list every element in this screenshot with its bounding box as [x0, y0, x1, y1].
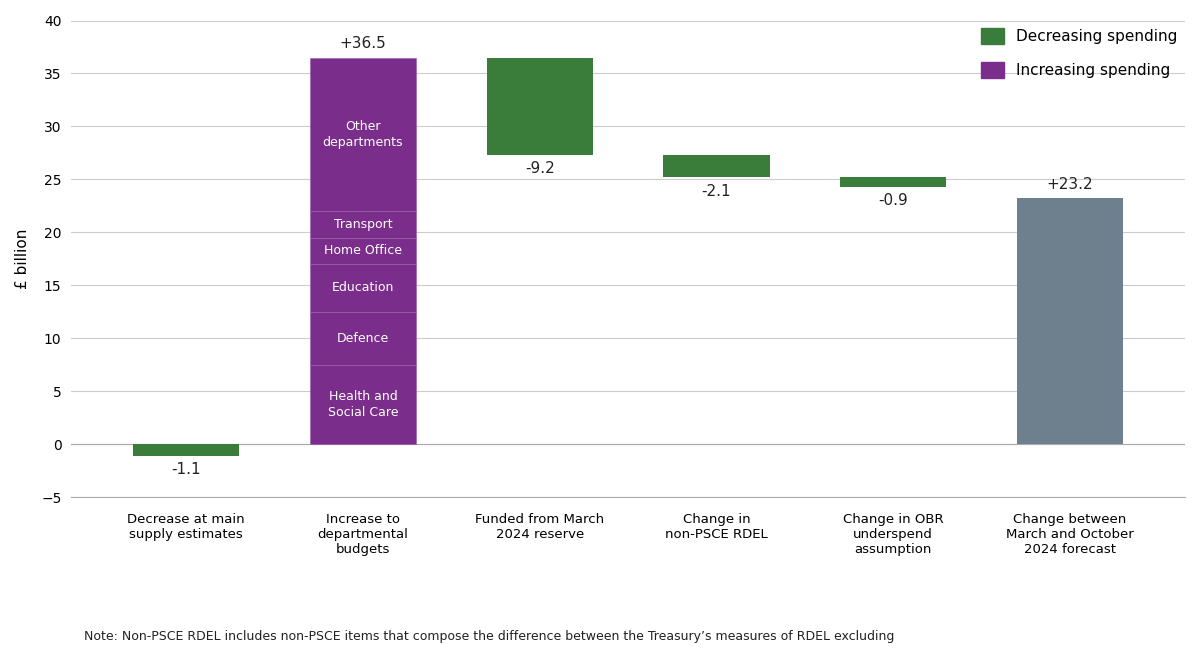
Bar — [1018, 199, 1123, 444]
Text: Other
departments: Other departments — [323, 120, 403, 149]
Text: Home Office: Home Office — [324, 245, 402, 258]
Bar — [487, 58, 593, 155]
Text: Transport: Transport — [334, 218, 392, 231]
Bar — [310, 211, 416, 238]
Bar — [840, 177, 947, 187]
Text: -0.9: -0.9 — [878, 193, 908, 208]
Bar — [664, 155, 769, 177]
Bar — [133, 444, 239, 456]
Text: +36.5: +36.5 — [340, 36, 386, 51]
Bar — [310, 264, 416, 312]
Bar — [310, 365, 416, 444]
Legend: Decreasing spending, Increasing spending: Decreasing spending, Increasing spending — [980, 28, 1177, 79]
Text: +23.2: +23.2 — [1046, 177, 1093, 192]
Bar — [310, 312, 416, 365]
Bar — [310, 238, 416, 264]
Y-axis label: £ billion: £ billion — [16, 228, 30, 289]
Text: Education: Education — [331, 282, 394, 295]
Text: Defence: Defence — [337, 332, 389, 345]
Text: Health and
Social Care: Health and Social Care — [328, 390, 398, 419]
Text: Note: Non-PSCE RDEL includes non-PSCE items that compose the difference between : Note: Non-PSCE RDEL includes non-PSCE it… — [84, 630, 894, 643]
Bar — [310, 58, 416, 211]
Text: -9.2: -9.2 — [524, 162, 554, 177]
Text: -2.1: -2.1 — [702, 184, 731, 199]
Text: -1.1: -1.1 — [172, 462, 200, 477]
